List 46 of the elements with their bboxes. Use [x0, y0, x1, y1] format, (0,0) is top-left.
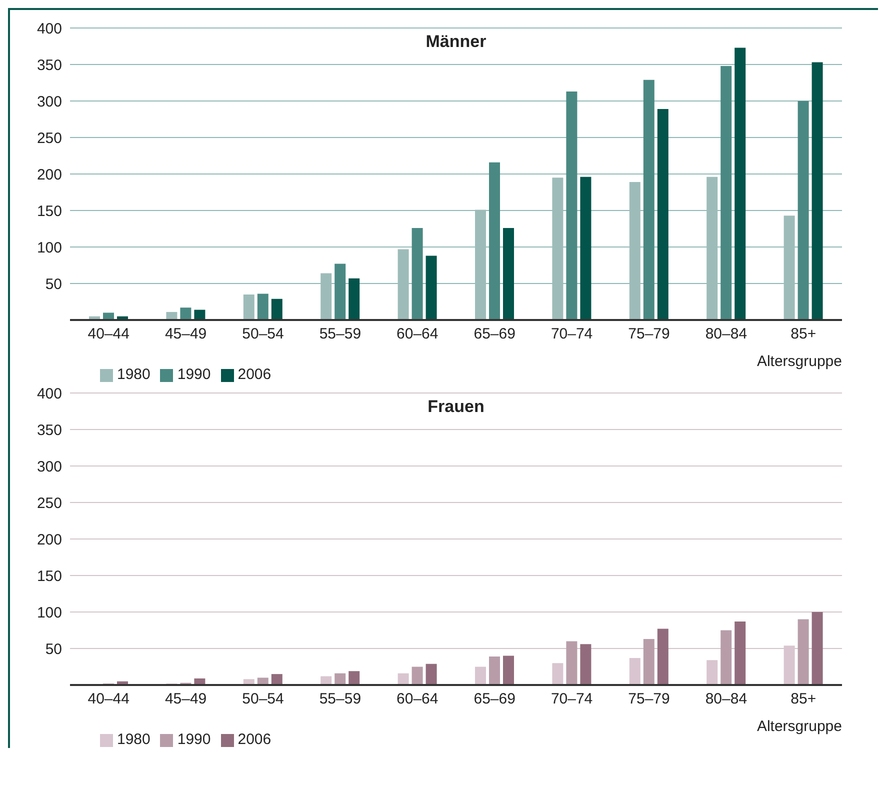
y-tick-label: 400: [36, 385, 62, 402]
y-tick-label: 250: [36, 130, 62, 147]
x-tick-label: 70–74: [550, 326, 593, 343]
y-tick-label: 150: [36, 202, 62, 220]
x-axis-title: Altersgruppe: [756, 718, 842, 735]
x-tick-label: 45–49: [164, 326, 207, 343]
y-tick-label: 200: [36, 531, 62, 548]
y-tick-label: 100: [36, 604, 62, 622]
legend-label: 1980: [117, 366, 150, 383]
y-tick-label: 350: [36, 56, 62, 74]
legend-label: 1990: [177, 731, 211, 748]
legend-label: 2006: [238, 731, 272, 748]
x-tick-label: 40–44: [88, 690, 130, 708]
x-tick-label: 85+: [790, 326, 816, 343]
y-tick-label: 150: [36, 568, 62, 585]
y-tick-label: 350: [36, 422, 62, 439]
x-tick-label: 55–59: [319, 326, 362, 343]
x-tick-label: 75–79: [628, 326, 670, 343]
x-tick-label: 70–74: [550, 690, 593, 708]
x-tick-label: 60–64: [396, 326, 438, 343]
x-axis-title: Altersgruppe: [756, 353, 842, 370]
x-tick-label: 75–79: [628, 690, 670, 708]
y-tick-label: 50: [45, 276, 62, 293]
legend-label: 2006: [238, 366, 272, 383]
y-tick-label: 300: [36, 458, 62, 476]
x-tick-label: 50–54: [242, 690, 284, 708]
y-tick-label: 100: [36, 239, 62, 256]
x-tick-label: 80–84: [705, 690, 748, 708]
x-tick-label: 80–84: [705, 326, 748, 343]
chart-title: Männer: [424, 32, 488, 52]
x-tick-label: 60–64: [396, 690, 438, 708]
y-tick-label: 200: [36, 166, 62, 184]
x-tick-label: 50–54: [242, 326, 284, 343]
legend-label: 1990: [177, 366, 211, 383]
y-tick-label: 50: [45, 640, 62, 658]
y-tick-label: 400: [36, 20, 62, 38]
x-tick-label: 65–69: [474, 690, 516, 708]
x-tick-label: 65–69: [474, 326, 516, 343]
y-tick-label: 300: [36, 93, 62, 110]
x-tick-label: 55–59: [319, 690, 362, 708]
y-tick-label: 250: [36, 494, 62, 512]
x-tick-label: 45–49: [164, 690, 207, 708]
x-tick-label: 85+: [790, 690, 816, 708]
legend-label: 1980: [117, 731, 150, 748]
chart-title: Frauen: [426, 397, 486, 417]
x-tick-label: 40–44: [88, 326, 130, 343]
